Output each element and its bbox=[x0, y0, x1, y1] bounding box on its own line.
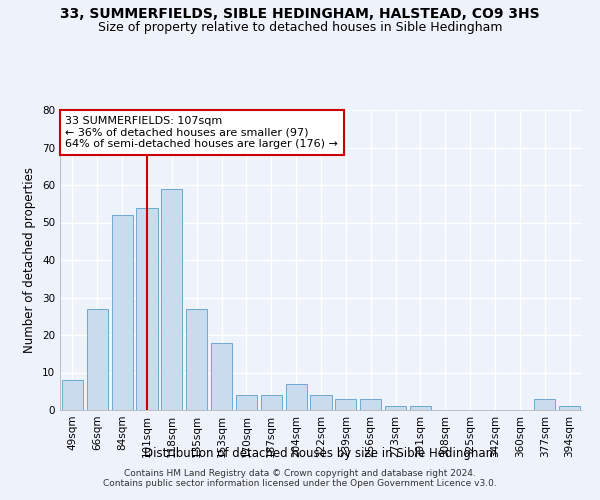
Bar bbox=[186, 308, 207, 410]
Bar bbox=[360, 399, 381, 410]
Text: 33 SUMMERFIELDS: 107sqm
← 36% of detached houses are smaller (97)
64% of semi-de: 33 SUMMERFIELDS: 107sqm ← 36% of detache… bbox=[65, 116, 338, 149]
Bar bbox=[310, 395, 332, 410]
Bar bbox=[112, 215, 133, 410]
Bar bbox=[87, 308, 108, 410]
Bar bbox=[161, 188, 182, 410]
Bar bbox=[410, 406, 431, 410]
Text: Distribution of detached houses by size in Sible Hedingham: Distribution of detached houses by size … bbox=[145, 448, 497, 460]
Bar bbox=[335, 399, 356, 410]
Bar bbox=[286, 384, 307, 410]
Text: 33, SUMMERFIELDS, SIBLE HEDINGHAM, HALSTEAD, CO9 3HS: 33, SUMMERFIELDS, SIBLE HEDINGHAM, HALST… bbox=[60, 8, 540, 22]
Text: Contains public sector information licensed under the Open Government Licence v3: Contains public sector information licen… bbox=[103, 478, 497, 488]
Bar bbox=[62, 380, 83, 410]
Text: Size of property relative to detached houses in Sible Hedingham: Size of property relative to detached ho… bbox=[98, 21, 502, 34]
Text: Contains HM Land Registry data © Crown copyright and database right 2024.: Contains HM Land Registry data © Crown c… bbox=[124, 468, 476, 477]
Bar bbox=[211, 342, 232, 410]
Y-axis label: Number of detached properties: Number of detached properties bbox=[23, 167, 37, 353]
Bar bbox=[385, 406, 406, 410]
Bar bbox=[534, 399, 555, 410]
Bar bbox=[261, 395, 282, 410]
Bar bbox=[236, 395, 257, 410]
Bar bbox=[136, 208, 158, 410]
Bar bbox=[559, 406, 580, 410]
